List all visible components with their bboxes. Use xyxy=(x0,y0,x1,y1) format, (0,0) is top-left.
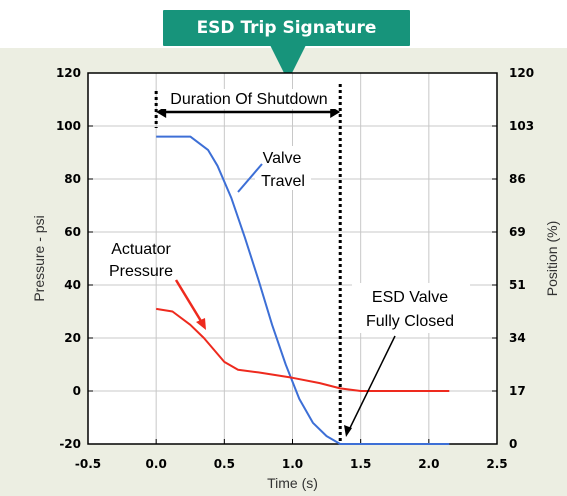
y2-tick-label: 0 xyxy=(509,437,517,451)
valve-travel-leader xyxy=(237,163,263,193)
x-tick-label: 1.0 xyxy=(282,457,303,471)
x-tick-label: -0.5 xyxy=(75,457,101,471)
y-tick-label: 0 xyxy=(73,384,81,398)
y2-tick-label: 17 xyxy=(509,384,526,398)
y-tick-label: 20 xyxy=(64,331,81,345)
x-tick-label: 2.5 xyxy=(486,457,507,471)
y-tick-label: -20 xyxy=(59,437,81,451)
x-tick-label: 0.5 xyxy=(214,457,235,471)
y2-tick-label: 69 xyxy=(509,225,526,239)
y2-axis-label: Position (%) xyxy=(544,221,560,296)
actuator-pressure-arrowhead xyxy=(196,318,206,330)
esd-valve-arrowhead xyxy=(344,425,352,437)
y2-tick-label: 51 xyxy=(509,278,526,292)
x-tick-label: 0.0 xyxy=(146,457,167,471)
valve-travel-label-line2: Travel xyxy=(261,173,305,190)
x-tick-label: 2.0 xyxy=(418,457,439,471)
chart-title-banner: ESD Trip Signature xyxy=(163,10,410,46)
y-tick-label: 100 xyxy=(56,119,81,133)
actuator-pressure-line xyxy=(156,307,450,392)
y2-tick-label: 86 xyxy=(509,172,526,186)
duration-label-bg xyxy=(160,89,338,109)
y-tick-label: 60 xyxy=(64,225,81,239)
actuator-pressure-label-line2: Pressure xyxy=(109,263,173,280)
y-tick-label: 40 xyxy=(64,278,81,292)
valve-travel-label-bg xyxy=(255,146,311,190)
y-tick-label: 80 xyxy=(64,172,81,186)
y-tick-label: 120 xyxy=(56,66,81,80)
actuator-pressure-leader xyxy=(174,279,206,327)
valve-travel-label-line1: Valve xyxy=(263,150,302,167)
y2-tick-label: 103 xyxy=(509,119,534,133)
duration-label: Duration Of Shutdown xyxy=(170,91,327,108)
x-tick-label: 1.5 xyxy=(350,457,371,471)
x-axis-label: Time (s) xyxy=(267,475,318,491)
esd-valve-leader xyxy=(347,335,396,433)
esd-valve-label-line1: ESD Valve xyxy=(372,289,448,306)
esd-valve-label-bg xyxy=(352,283,470,333)
valve-travel-line xyxy=(156,135,450,445)
y-axis-label: Pressure - psi xyxy=(31,215,47,301)
y2-tick-label: 120 xyxy=(509,66,534,80)
esd-valve-label-line2: Fully Closed xyxy=(366,313,454,330)
actuator-pressure-label-line1: Actuator xyxy=(111,241,171,258)
y2-tick-label: 34 xyxy=(509,331,526,345)
banner-title: ESD Trip Signature xyxy=(196,18,377,38)
